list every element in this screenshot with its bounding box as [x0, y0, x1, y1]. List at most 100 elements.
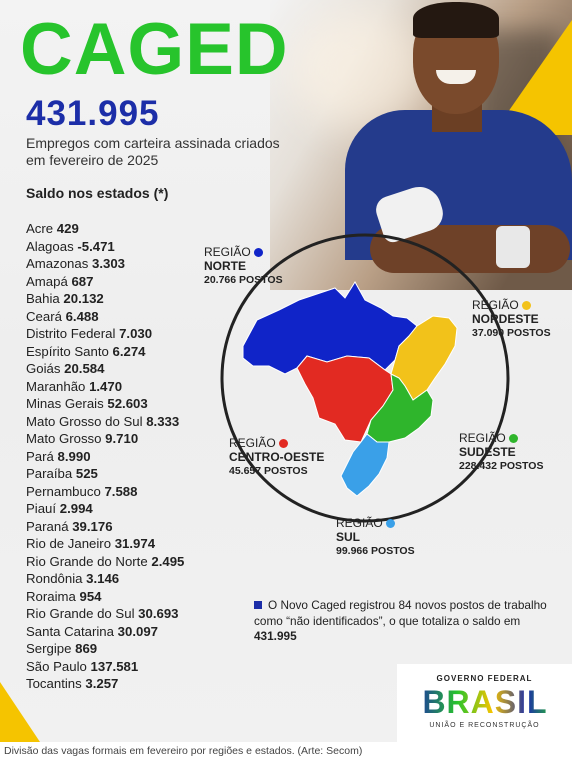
brasil-wordmark: BRASIL: [415, 684, 555, 720]
state-value: 7.588: [104, 483, 138, 499]
state-name: Maranhão: [26, 378, 86, 394]
state-name: Mato Grosso: [26, 431, 102, 446]
state-value: 7.030: [119, 326, 153, 341]
state-row: Santa Catarina 30.097: [26, 623, 184, 641]
region-sul-label: REGIÃO SUL 99.966 POSTOS: [336, 516, 415, 558]
state-row: Distrito Federal 7.030: [26, 325, 184, 343]
sudeste-dot: [508, 434, 518, 444]
region-centro-oeste-label: REGIÃO CENTRO-OESTE 45.657 POSTOS: [229, 436, 325, 478]
map-sul: [340, 433, 390, 497]
state-value: 39.176: [72, 518, 113, 534]
state-value: 525: [75, 466, 98, 481]
state-row: Amapá 687: [26, 273, 184, 291]
state-name: Roraima: [26, 588, 76, 604]
region-nordeste-label: REGIÃO NORDESTE 37.090 POSTOS: [472, 298, 551, 340]
state-name: São Paulo: [26, 658, 87, 674]
state-value: 52.603: [107, 396, 148, 411]
state-row: Pernambuco 7.588: [26, 483, 184, 501]
state-row: Alagoas -5.471: [26, 238, 184, 256]
state-name: Alagoas: [26, 238, 74, 254]
state-row: Minas Gerais 52.603: [26, 395, 184, 413]
state-name: Piauí: [26, 501, 57, 516]
state-row: Goiás 20.584: [26, 360, 184, 378]
state-name: Ceará: [26, 308, 62, 324]
state-name: Rio de Janeiro: [26, 536, 112, 551]
state-row: Rio de Janeiro 31.974: [26, 535, 184, 553]
state-row: Rio Grande do Sul 30.693: [26, 605, 184, 623]
state-name: Rio Grande do Sul: [26, 606, 135, 621]
state-name: Bahia: [26, 291, 60, 306]
state-row: Tocantins 3.257: [26, 675, 184, 693]
yellow-bottom-accent: [0, 682, 40, 742]
state-name: Amapá: [26, 273, 68, 289]
state-row: Mato Grosso 9.710: [26, 430, 184, 448]
state-value: 137.581: [90, 658, 139, 674]
infographic: CAGED 431.995 Empregos com carteira assi…: [0, 0, 572, 742]
state-row: Rio Grande do Norte 2.495: [26, 553, 184, 571]
state-value: 8.990: [57, 448, 91, 464]
state-row: Paraíba 525: [26, 465, 184, 483]
states-heading: Saldo nos estados (*): [26, 185, 169, 201]
state-row: Ceará 6.488: [26, 308, 184, 326]
total-jobs: 431.995: [26, 94, 160, 133]
state-value: 30.097: [117, 623, 158, 639]
state-name: Pará: [26, 448, 54, 464]
footnote-bullet: [254, 601, 262, 609]
states-list: Acre 429 Alagoas -5.471 Amazonas 3.303 Amap…: [26, 220, 184, 693]
state-value: 2.994: [59, 501, 93, 516]
state-name: Rondônia: [26, 571, 83, 586]
region-ring: [220, 233, 510, 523]
brazil-regions-map: [195, 228, 565, 548]
nordeste-dot: [521, 301, 531, 311]
state-row: Pará 8.990: [26, 448, 184, 466]
subtitle: Empregos com carteira assinada criados e…: [26, 135, 280, 168]
state-value: 869: [75, 641, 98, 656]
state-row: Bahia 20.132: [26, 290, 184, 308]
state-value: 429: [56, 221, 79, 236]
map-svg: [220, 233, 510, 523]
norte-dot: [253, 248, 263, 258]
state-row: Roraima 954: [26, 588, 184, 606]
page-title: CAGED: [20, 9, 289, 90]
image-caption: Divisão das vagas formais em fevereiro p…: [4, 745, 363, 757]
state-value: 8.333: [146, 413, 180, 429]
state-name: Rio Grande do Norte: [26, 553, 148, 569]
state-value: 687: [71, 273, 94, 289]
state-row: Sergipe 869: [26, 640, 184, 658]
state-row: São Paulo 137.581: [26, 658, 184, 676]
state-value: 3.146: [86, 571, 120, 586]
state-name: Distrito Federal: [26, 326, 116, 341]
map-norte: [242, 281, 418, 375]
state-name: Sergipe: [26, 641, 72, 656]
state-row: Rondônia 3.146: [26, 570, 184, 588]
state-value: 6.488: [65, 308, 99, 324]
state-value: 1.470: [89, 378, 123, 394]
state-name: Paraíba: [26, 466, 73, 481]
state-value: 31.974: [114, 536, 156, 551]
state-value: 2.495: [151, 553, 185, 569]
state-value: 6.274: [112, 343, 146, 359]
state-name: Minas Gerais: [26, 396, 104, 411]
state-name: Pernambuco: [26, 483, 101, 499]
state-name: Acre: [26, 221, 54, 236]
state-name: Santa Catarina: [26, 623, 114, 639]
region-sudeste-label: REGIÃO SUDESTE 228.432 POSTOS: [459, 431, 544, 473]
state-row: Amazonas 3.303: [26, 255, 184, 273]
state-name: Goiás: [26, 361, 61, 376]
state-value: 3.303: [91, 256, 125, 271]
state-value: 30.693: [138, 606, 179, 621]
state-value: 3.257: [85, 676, 119, 691]
sul-dot: [385, 519, 395, 529]
government-logo: GOVERNO FEDERAL BRASIL UNIÃO E RECONSTRU…: [397, 664, 572, 742]
state-name: Amazonas: [26, 256, 89, 271]
map-nordeste: [390, 315, 458, 401]
centro-oeste-dot: [278, 439, 288, 449]
footnote: O Novo Caged registrou 84 novos postos d…: [254, 598, 547, 643]
state-name: Paraná: [26, 518, 69, 534]
state-value: 954: [79, 588, 102, 604]
state-value: 20.132: [63, 291, 104, 306]
state-value: -5.471: [77, 238, 115, 254]
state-row: Mato Grosso do Sul 8.333: [26, 413, 184, 431]
state-name: Espírito Santo: [26, 343, 109, 359]
state-row: Piauí 2.994: [26, 500, 184, 518]
